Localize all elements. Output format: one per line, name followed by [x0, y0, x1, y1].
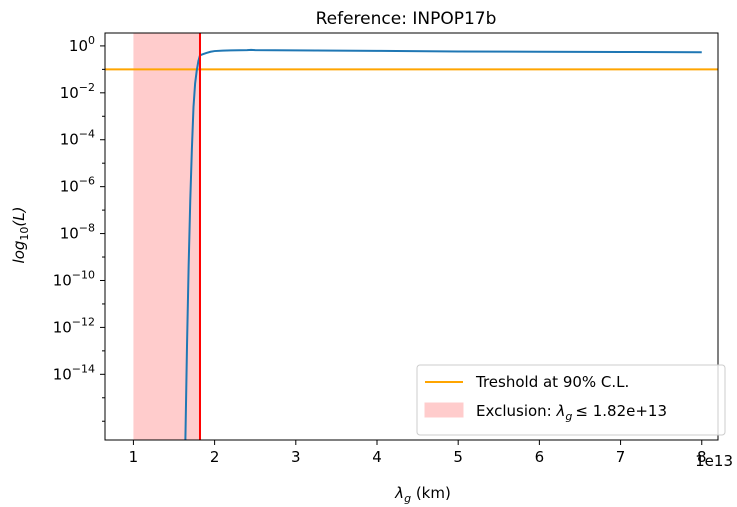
x-tick-label: 5	[453, 448, 463, 466]
x-axis-label-symbol: λ	[394, 484, 404, 502]
x-tick-label: 7	[616, 448, 626, 466]
y-axis-label-prefix: log	[10, 241, 28, 264]
series-line-likelihood	[184, 48, 702, 441]
y-axis: 10−14 10−12 10−10 10−8 10−6 10−4 10−2 100	[53, 34, 105, 422]
x-axis-label: λg (km)	[394, 484, 451, 505]
legend-exclusion-swatch	[424, 402, 464, 418]
y-tick-label: 10−6	[60, 175, 95, 196]
plot-frame	[104, 32, 719, 441]
x-tick-label: 2	[210, 448, 220, 466]
y-tick-label: 10−10	[53, 268, 95, 289]
y-axis-label: log10(L)	[10, 207, 31, 264]
x-tick-label: 8	[697, 448, 707, 466]
x-tick-label: 6	[535, 448, 545, 466]
x-tick-label: 4	[372, 448, 382, 466]
legend-exclusion-suffix: ≤ 1.82e+13	[575, 402, 667, 420]
x-axis-label-unit: (km)	[411, 484, 451, 502]
y-tick-label: 10−8	[60, 222, 95, 243]
chart-title: Reference: INPOP17b	[316, 9, 497, 29]
legend: Treshold at 90% C.L. Exclusion: λg ≤ 1.82…	[416, 364, 726, 436]
y-tick-label: 10−2	[60, 81, 95, 102]
legend-threshold-label: Treshold at 90% C.L.	[475, 373, 629, 391]
y-tick-label: 10−4	[60, 128, 95, 149]
x-axis: 1 2 3 4 5 6 7 8	[129, 440, 707, 466]
x-tick-label: 3	[291, 448, 301, 466]
y-axis-label-suffix: (L)	[10, 207, 28, 227]
legend-box	[416, 364, 726, 436]
y-tick-label: 100	[69, 34, 95, 55]
legend-exclusion-symbol: λ	[556, 402, 566, 420]
legend-exclusion-sub: g	[565, 410, 572, 423]
plot-area	[105, 33, 718, 441]
y-axis-label-sub: 10	[18, 227, 31, 241]
legend-exclusion-prefix: Exclusion:	[476, 402, 557, 420]
x-offset-label: 1e13	[695, 452, 733, 470]
y-tick-label: 10−14	[53, 362, 95, 383]
legend-exclusion-label: Exclusion: λg ≤ 1.82e+13	[476, 402, 667, 423]
x-axis-label-sub: g	[404, 492, 411, 505]
x-tick-label: 1	[129, 448, 139, 466]
y-tick-label: 10−12	[53, 315, 95, 336]
